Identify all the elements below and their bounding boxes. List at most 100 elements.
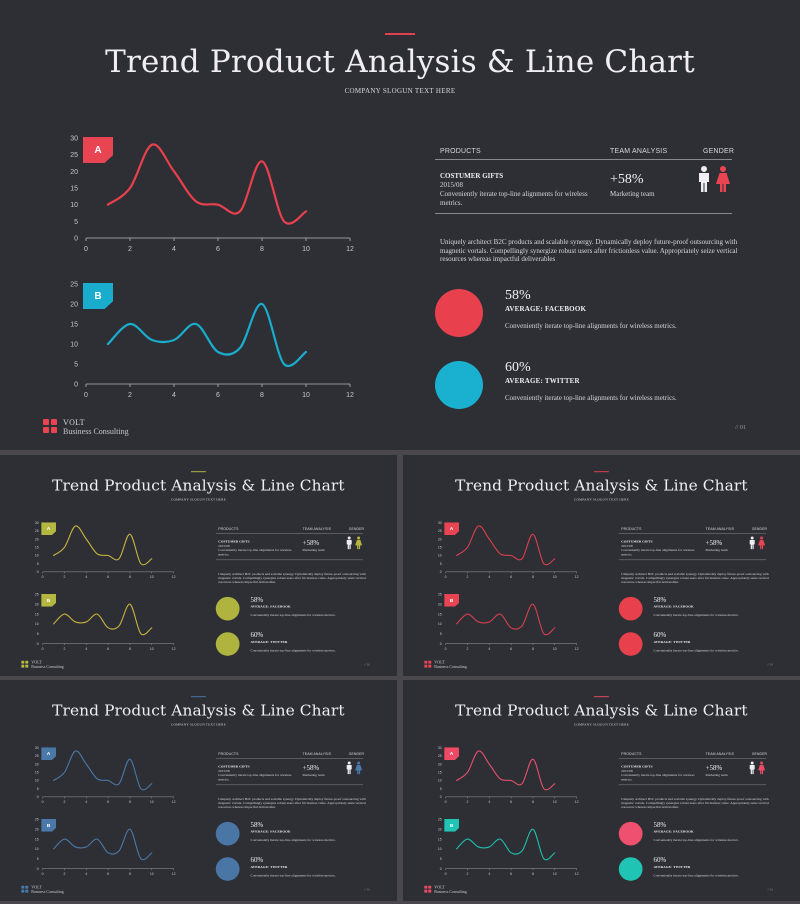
page-number-value: 01 bbox=[366, 663, 370, 667]
product-title: COSTUMER GIFTS bbox=[621, 539, 653, 544]
chart-b-x-tick: 6 bbox=[510, 872, 512, 876]
chart-a-x-tick: 2 bbox=[128, 246, 132, 253]
chart-a-y-tick: 15 bbox=[35, 546, 39, 550]
facebook-label: AVERAGE: FACEBOOK bbox=[505, 305, 587, 313]
chart-b-x-tick: 2 bbox=[467, 647, 469, 651]
title-accent-line bbox=[190, 471, 206, 473]
page-title: Trend Product Analysis & Line Chart bbox=[52, 476, 345, 495]
chart-b-x-tick: 8 bbox=[260, 392, 264, 399]
chart-b-series-line bbox=[456, 603, 556, 636]
female-icon bbox=[355, 761, 363, 775]
chart-a-x-tick: 12 bbox=[172, 800, 176, 804]
chart-b-x-tick: 4 bbox=[488, 872, 490, 876]
product-title: COSTUMER GIFTS bbox=[218, 764, 250, 769]
chart-b-tag: B bbox=[83, 283, 113, 309]
slide-variant-red[interactable]: Trend Product Analysis & Line Chart COMP… bbox=[403, 455, 800, 676]
brand-tagline: Business Consulting bbox=[31, 889, 64, 895]
chart-b-x-tick: 10 bbox=[553, 647, 557, 651]
brand-name: VOLT bbox=[31, 660, 43, 665]
header-products: PRODUCTS bbox=[621, 527, 642, 532]
facebook-stat-circle bbox=[215, 821, 240, 846]
facebook-percentage: 58% bbox=[653, 821, 667, 829]
chart-b-y-tick: 20 bbox=[438, 603, 442, 607]
facebook-description: Conveniently iterate top-line alignments… bbox=[250, 613, 336, 618]
chart-a-x-tick: 4 bbox=[85, 800, 87, 804]
male-icon bbox=[749, 761, 755, 775]
chart-b-x-tick: 0 bbox=[445, 872, 447, 876]
chart-b-x-tick: 0 bbox=[84, 392, 88, 399]
line-charts: 0 5 10 15 20 25 30 0 2 4 6 8 10 12 0 5 10 15 20 25 0 2 4 6 8 10 12 bbox=[438, 746, 579, 876]
chart-b-x-tick: 8 bbox=[532, 872, 534, 876]
chart-a-x-tick: 10 bbox=[553, 800, 557, 804]
chart-b-y-tick: 15 bbox=[70, 322, 78, 329]
male-icon bbox=[346, 761, 352, 775]
facebook-label: AVERAGE: FACEBOOK bbox=[250, 604, 291, 609]
chart-b-x-tick: 2 bbox=[64, 647, 66, 651]
team-name: Marketing team bbox=[302, 548, 325, 553]
chart-a-y-tick: 5 bbox=[440, 562, 442, 566]
twitter-label: AVERAGE: TWITTER bbox=[250, 640, 288, 645]
title-accent-line bbox=[190, 696, 206, 698]
brand-logo bbox=[424, 885, 432, 893]
chart-a-x-tick: 0 bbox=[445, 800, 447, 804]
chart-b-x-tick: 2 bbox=[467, 872, 469, 876]
header-gender: GENDER bbox=[348, 527, 365, 532]
chart-a-y-tick: 30 bbox=[35, 746, 39, 750]
facebook-percentage: 58% bbox=[250, 596, 264, 604]
team-percentage: +58% bbox=[610, 172, 644, 187]
chart-a-y-tick: 5 bbox=[37, 787, 39, 791]
chart-b-y-tick: 5 bbox=[440, 857, 442, 861]
chart-a-y-tick: 15 bbox=[70, 186, 78, 193]
chart-b-y-tick: 25 bbox=[438, 818, 442, 822]
chart-b-series-line bbox=[106, 302, 308, 367]
chart-b-series-line bbox=[53, 603, 153, 636]
chart-a-y-tick: 25 bbox=[35, 754, 39, 758]
chart-b-y-tick: 15 bbox=[35, 612, 39, 616]
chart-a-x-tick: 2 bbox=[64, 800, 66, 804]
product-description: Conveniently iterate top-line alignments… bbox=[218, 773, 292, 782]
slide-variant-blue[interactable]: Trend Product Analysis & Line Chart COMP… bbox=[0, 680, 397, 901]
table-divider-bottom bbox=[435, 213, 732, 214]
facebook-stat-circle bbox=[618, 596, 643, 621]
brand-logo bbox=[43, 419, 57, 433]
chart-b-y-tick: 25 bbox=[35, 593, 39, 597]
slide-variant-olive[interactable]: Trend Product Analysis & Line Chart COMP… bbox=[0, 455, 397, 676]
chart-a-x-tick: 8 bbox=[260, 246, 264, 253]
twitter-label: AVERAGE: TWITTER bbox=[250, 865, 288, 870]
facebook-description: Conveniently iterate top-line alignments… bbox=[653, 838, 739, 843]
chart-b-y-tick: 15 bbox=[35, 837, 39, 841]
slide-content: Trend Product Analysis & Line Chart COMP… bbox=[403, 455, 800, 676]
chart-b-x-tick: 12 bbox=[575, 647, 579, 651]
slide-main[interactable]: Trend Product Analysis & Line Chart COMP… bbox=[0, 0, 800, 450]
body-paragraph: Uniquely architect B2C products and scal… bbox=[621, 796, 769, 810]
chart-a-x-tick: 10 bbox=[150, 800, 154, 804]
brand-logo bbox=[424, 660, 432, 668]
chart-a-x-tick: 0 bbox=[84, 246, 88, 253]
product-date: 2015/08 bbox=[218, 768, 230, 773]
page-number: // 01 bbox=[364, 888, 370, 892]
body-paragraph: Uniquely architect B2C products and scal… bbox=[218, 796, 366, 810]
chart-a-x-tick: 0 bbox=[445, 575, 447, 579]
product-date: 2015/08 bbox=[621, 768, 633, 773]
chart-b-x-tick: 10 bbox=[302, 392, 310, 399]
chart-a-tag: A bbox=[444, 522, 460, 536]
chart-b-x-tick: 2 bbox=[64, 872, 66, 876]
chart-b-x-tick: 6 bbox=[216, 392, 220, 399]
page-number: // 01 bbox=[735, 425, 746, 431]
facebook-stat-circle bbox=[435, 289, 483, 337]
chart-b-y-tick: 0 bbox=[37, 867, 39, 871]
product-date: 2015/08 bbox=[440, 181, 463, 189]
brand-tagline: Business Consulting bbox=[434, 889, 467, 895]
facebook-stat-circle bbox=[618, 821, 643, 846]
twitter-stat-circle bbox=[215, 857, 240, 881]
chart-a-y-tick: 30 bbox=[35, 521, 39, 525]
twitter-description: Conveniently iterate top-line alignments… bbox=[505, 394, 677, 402]
product-description: Conveniently iterate top-line alignments… bbox=[218, 548, 292, 557]
slide-variant-pink-teal[interactable]: Trend Product Analysis & Line Chart COMP… bbox=[403, 680, 800, 901]
chart-a-series-line bbox=[456, 750, 556, 791]
product-date: 2015/08 bbox=[621, 543, 633, 548]
brand-tagline: Business Consulting bbox=[63, 427, 129, 436]
chart-a-y-tick: 30 bbox=[438, 746, 442, 750]
chart-a-y-tick: 30 bbox=[438, 521, 442, 525]
chart-a-series-line bbox=[53, 750, 153, 791]
